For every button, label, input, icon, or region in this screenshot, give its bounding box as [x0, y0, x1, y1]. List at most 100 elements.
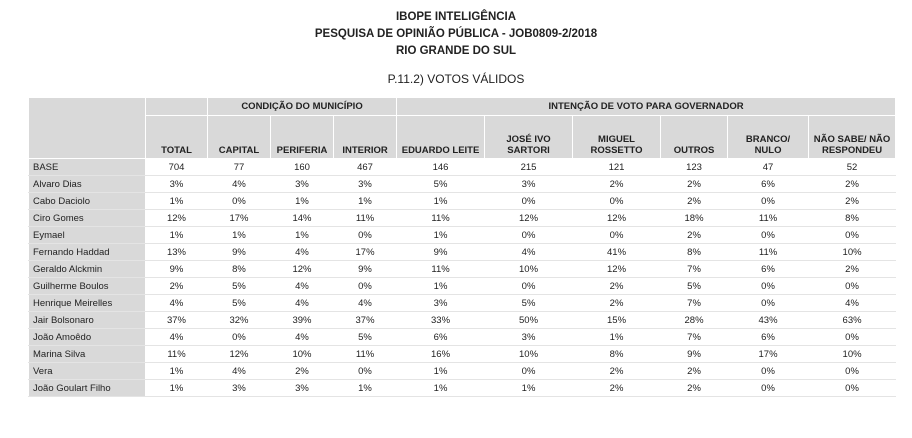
row-label: Vera: [28, 362, 146, 380]
value-cell: 5%: [660, 277, 729, 295]
table-row: João Amoêdo 4% 0% 4% 5% 6% 3% 1% 7% 6% 0%: [28, 328, 897, 346]
table-row: Cabo Daciolo 1% 0% 1% 1% 1% 0% 0% 2% 0% 2%: [28, 192, 897, 210]
value-cell: 7%: [660, 328, 729, 346]
value-cell: 3%: [270, 175, 334, 193]
value-cell: 4%: [270, 277, 334, 295]
value-cell: 37%: [145, 311, 208, 329]
group-header: INTENÇÃO DE VOTO PARA GOVERNADOR: [396, 97, 897, 116]
value-cell: 2%: [145, 277, 208, 295]
value-cell: 4%: [145, 294, 208, 312]
value-cell: 0%: [572, 226, 662, 244]
subtitle: P.11.2) VOTOS VÁLIDOS: [387, 72, 525, 86]
value-cell: 11%: [396, 260, 486, 278]
table-head: CONDIÇÃO DO MUNICÍPIO INTENÇÃO DE VOTO P…: [28, 97, 897, 159]
value-cell: 2%: [660, 192, 729, 210]
value-cell: 4%: [808, 294, 897, 312]
value-cell: 39%: [270, 311, 334, 329]
value-cell: 9%: [660, 345, 729, 363]
value-cell: 6%: [727, 260, 810, 278]
value-cell: 1%: [270, 192, 334, 210]
value-cell: 4%: [270, 243, 334, 261]
value-cell: 43%: [727, 311, 810, 329]
value-cell: 63%: [808, 311, 897, 329]
row-label: Ciro Gomes: [28, 209, 146, 227]
group-spacer: [145, 97, 208, 116]
column-header: BRANCO/ NULO: [727, 115, 810, 159]
row-label: Fernando Haddad: [28, 243, 146, 261]
value-cell: 5%: [396, 175, 486, 193]
value-cell: 0%: [727, 192, 810, 210]
value-cell: 10%: [808, 243, 897, 261]
value-cell: 9%: [396, 243, 486, 261]
value-cell: 0%: [808, 277, 897, 295]
table-row: Alvaro Dias 3% 4% 3% 3% 5% 3% 2% 2% 6% 2%: [28, 175, 897, 193]
value-cell: 12%: [572, 209, 662, 227]
value-cell: 10%: [808, 345, 897, 363]
value-cell: 12%: [207, 345, 271, 363]
value-cell: 37%: [332, 311, 398, 329]
value-cell: 52: [808, 158, 897, 176]
column-header: JOSÉ IVO SARTORI: [484, 115, 574, 159]
value-cell: 1%: [396, 226, 486, 244]
table-body: BASE 704 77 160 467 146 215 121 123 47 52 Alvaro Di…: [28, 158, 897, 397]
header-line: PESQUISA DE OPINIÃO PÚBLICA - JOB0809-2/…: [314, 28, 598, 40]
row-label: Alvaro Dias: [28, 175, 146, 193]
value-cell: 2%: [572, 362, 662, 380]
column-header: MIGUEL ROSSETTO: [572, 115, 662, 159]
value-cell: 4%: [207, 362, 271, 380]
row-label: Geraldo Alckmin: [28, 260, 146, 278]
value-cell: 4%: [270, 294, 334, 312]
value-cell: 18%: [660, 209, 729, 227]
value-cell: 0%: [332, 362, 398, 380]
value-cell: 5%: [207, 294, 271, 312]
value-cell: 2%: [808, 175, 897, 193]
value-cell: 10%: [270, 345, 334, 363]
value-cell: 2%: [660, 379, 729, 397]
value-cell: 0%: [484, 277, 574, 295]
value-cell: 0%: [808, 328, 897, 346]
value-cell: 3%: [396, 294, 486, 312]
value-cell: 2%: [660, 175, 729, 193]
group-header: CONDIÇÃO DO MUNICÍPIO: [206, 97, 398, 116]
column-header: EDUARDO LEITE: [396, 115, 486, 159]
column-header: INTERIOR: [332, 115, 398, 159]
value-cell: 11%: [332, 345, 398, 363]
column-header: PERIFERIA: [270, 115, 334, 159]
value-cell: 11%: [332, 209, 398, 227]
header-line: IBOPE INTELIGÊNCIA: [395, 11, 517, 23]
value-cell: 1%: [332, 192, 398, 210]
value-cell: 0%: [484, 192, 574, 210]
value-cell: 8%: [572, 345, 662, 363]
value-cell: 1%: [572, 328, 662, 346]
value-cell: 3%: [270, 379, 334, 397]
value-cell: 1%: [270, 226, 334, 244]
value-cell: 32%: [207, 311, 271, 329]
value-cell: 17%: [207, 209, 271, 227]
value-cell: 77: [207, 158, 271, 176]
value-cell: 10%: [484, 345, 574, 363]
header-line: RIO GRANDE DO SUL: [395, 45, 517, 57]
value-cell: 12%: [270, 260, 334, 278]
value-cell: 10%: [484, 260, 574, 278]
value-cell: 9%: [332, 260, 398, 278]
table-row: João Goulart Filho 1% 3% 3% 1% 1% 1% 2% 2% 0% 0%: [28, 379, 897, 397]
value-cell: 2%: [808, 192, 897, 210]
value-cell: 3%: [207, 379, 271, 397]
value-cell: 1%: [484, 379, 574, 397]
table-row: Marina Silva 11% 12% 10% 11% 16% 10% 8% 9% 17% 10%: [28, 345, 897, 363]
value-cell: 7%: [660, 294, 729, 312]
value-cell: 3%: [332, 175, 398, 193]
value-cell: 0%: [207, 328, 271, 346]
value-cell: 2%: [660, 226, 729, 244]
value-cell: 1%: [145, 226, 208, 244]
value-cell: 0%: [484, 226, 574, 244]
table-row: Fernando Haddad 13% 9% 4% 17% 9% 4% 41% 8% 11% 10%: [28, 243, 897, 261]
value-cell: 50%: [484, 311, 574, 329]
value-cell: 11%: [145, 345, 208, 363]
corner-cell: [28, 97, 146, 159]
value-cell: 4%: [484, 243, 574, 261]
value-cell: 8%: [207, 260, 271, 278]
column-header: CAPITAL: [207, 115, 271, 159]
value-cell: 33%: [396, 311, 486, 329]
